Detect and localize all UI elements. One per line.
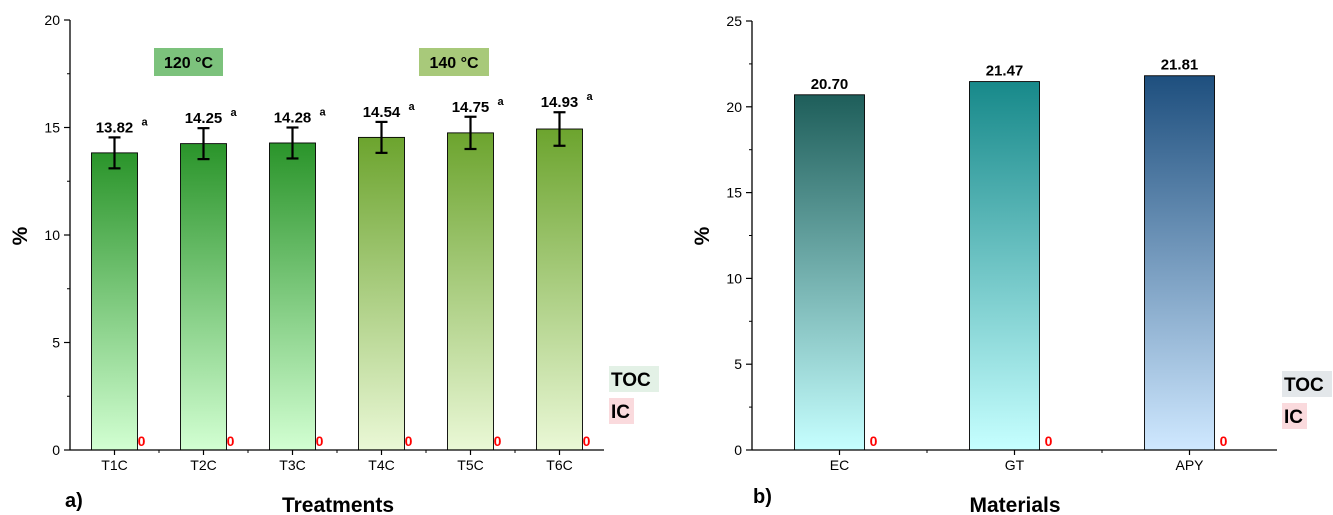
x-tick-label: T3C <box>279 457 305 473</box>
toc-value-label: 21.47 <box>986 63 1024 80</box>
toc-bar <box>269 142 316 451</box>
toc-bar <box>794 94 865 451</box>
ic-value-label: 0 <box>494 433 502 449</box>
significance-letter: a <box>320 107 327 119</box>
ic-value-label: 0 <box>870 433 878 449</box>
y-tick-label: 0 <box>52 442 60 458</box>
y-tick-label: 5 <box>52 335 60 351</box>
significance-letter: a <box>231 107 238 119</box>
toc-value-label: 14.93 <box>541 94 579 111</box>
panel-a-temperature-labels: 120 °C 140 °C <box>154 48 489 76</box>
panel-a-bars: 13.82 a 0 14.25 a 0 14.28 a 0 14.54 a 0 14.75 a 0 14.93… <box>91 91 594 451</box>
toc-value-label: 14.75 <box>452 99 490 116</box>
toc-value-label: 21.81 <box>1161 57 1199 74</box>
panel-a-label: a) <box>65 490 83 512</box>
temperature-label: 140 °C <box>429 55 479 72</box>
significance-letter: a <box>498 96 505 108</box>
toc-value-label: 14.54 <box>363 104 401 121</box>
panel-b-legend: TOC IC <box>1282 371 1332 429</box>
toc-value-label: 20.70 <box>811 76 849 93</box>
toc-bar <box>1144 75 1215 451</box>
x-tick-label: GT <box>1005 457 1025 473</box>
panel-b-axes: 0 5 10 15 20 25 EC GT APY <box>726 13 1277 473</box>
significance-letter: a <box>587 91 594 103</box>
significance-letter: a <box>409 101 416 113</box>
x-tick-label: T6C <box>546 457 572 473</box>
legend-item-ic: IC <box>1284 407 1303 428</box>
ic-value-label: 0 <box>227 433 235 449</box>
ic-value-label: 0 <box>1045 433 1053 449</box>
y-tick-label: 20 <box>44 12 60 28</box>
temperature-label: 120 °C <box>164 55 214 72</box>
legend-swatch <box>1282 403 1307 429</box>
y-tick-label: 20 <box>726 99 742 115</box>
significance-letter: a <box>142 116 149 128</box>
ic-value-label: 0 <box>1220 433 1228 449</box>
panel-a-axes: 0 5 10 15 20 T1C T2C T3C T4C T5C T6C <box>44 12 604 473</box>
y-tick-label: 15 <box>726 185 742 201</box>
y-tick-label: 15 <box>44 120 60 136</box>
ic-value-label: 0 <box>316 433 324 449</box>
panel-b-bars: 20.70 0 21.47 0 21.81 0 <box>794 57 1228 451</box>
legend-swatch <box>609 398 634 424</box>
panel-b-x-axis-title: Materials <box>969 494 1060 515</box>
ic-value-label: 0 <box>405 433 413 449</box>
panel-a-x-axis-title: Treatments <box>282 494 394 515</box>
toc-value-label: 14.28 <box>274 110 312 127</box>
legend-swatch <box>609 366 659 392</box>
toc-value-label: 13.82 <box>96 119 134 136</box>
x-tick-label: T4C <box>368 457 394 473</box>
temperature-label-box <box>419 48 489 76</box>
panel-b-y-axis-title: % <box>691 226 714 245</box>
x-tick-label: EC <box>830 457 849 473</box>
ic-value-label: 0 <box>583 433 591 449</box>
y-tick-label: 0 <box>734 442 742 458</box>
legend-item-toc: TOC <box>1284 375 1324 396</box>
ic-value-label: 0 <box>138 433 146 449</box>
x-tick-label: APY <box>1175 457 1204 473</box>
temperature-label-box <box>154 48 223 76</box>
toc-value-label: 14.25 <box>185 110 223 127</box>
toc-bar <box>180 143 227 451</box>
toc-bar <box>91 152 138 451</box>
y-tick-label: 25 <box>726 13 742 29</box>
legend-swatch <box>1282 371 1332 397</box>
toc-bar <box>969 81 1040 451</box>
y-tick-label: 10 <box>44 227 60 243</box>
legend-item-ic: IC <box>611 402 630 423</box>
y-tick-label: 10 <box>726 270 742 286</box>
x-tick-label: T1C <box>101 457 127 473</box>
panel-b-label: b) <box>753 486 772 508</box>
x-tick-label: T5C <box>457 457 483 473</box>
chart-panel-a: a) Treatments % 120 °C 140 °C 13.82 a 0 14.2… <box>9 12 659 515</box>
toc-bar <box>536 128 583 451</box>
x-tick-label: T2C <box>190 457 216 473</box>
chart-panel-b: b) Materials % 20.70 0 21.47 0 21.81 0 0 5 10 15… <box>691 13 1332 515</box>
y-tick-label: 5 <box>734 356 742 372</box>
panel-a-y-axis-title: % <box>9 226 32 245</box>
toc-bar <box>447 132 494 451</box>
toc-bar <box>358 136 405 451</box>
legend-item-toc: TOC <box>611 370 651 391</box>
panel-a-legend: TOC IC <box>609 366 659 424</box>
